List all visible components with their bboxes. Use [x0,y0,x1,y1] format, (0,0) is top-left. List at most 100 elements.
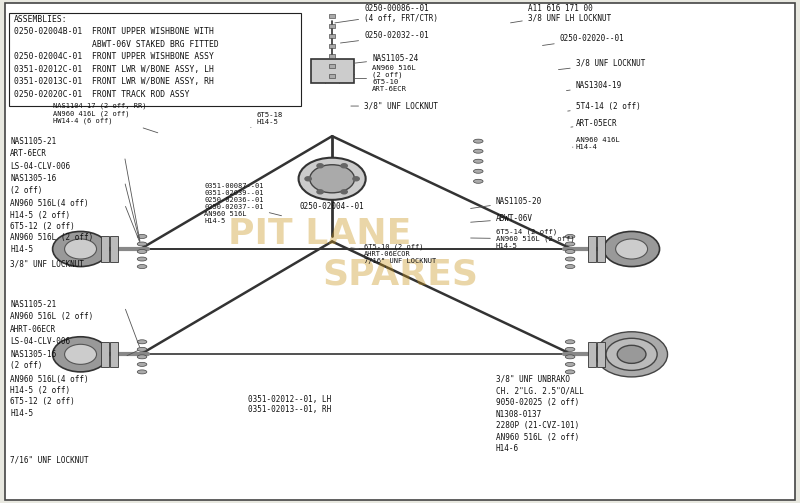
Ellipse shape [474,149,483,153]
Ellipse shape [566,242,575,246]
Text: ABWT-06V STAKED BRG FITTED: ABWT-06V STAKED BRG FITTED [14,40,219,49]
Ellipse shape [138,242,147,246]
Ellipse shape [474,159,483,163]
Circle shape [353,177,359,181]
Text: 0250-02020--01: 0250-02020--01 [542,34,625,45]
Ellipse shape [138,362,147,366]
Text: 3/8" UNF LOCKNUT: 3/8" UNF LOCKNUT [351,102,438,111]
Ellipse shape [566,340,575,344]
Text: PIT LANE: PIT LANE [229,217,412,251]
Bar [329,24,335,28]
Ellipse shape [566,362,575,366]
Bar [10,13,301,106]
Text: ASSEMBLIES:: ASSEMBLIES: [14,15,68,24]
Text: 0351-02012C-01  FRONT LWR W/BONE ASSY, LH: 0351-02012C-01 FRONT LWR W/BONE ASSY, LH [14,65,214,74]
Ellipse shape [566,370,575,374]
Bar [101,236,109,262]
Text: NAS1105-24: NAS1105-24 [355,54,418,63]
Text: 0250-02020C-01  FRONT TRACK ROD ASSY: 0250-02020C-01 FRONT TRACK ROD ASSY [14,90,190,99]
Text: LS-04-CLV-006: LS-04-CLV-006 [10,338,70,346]
Bar [588,342,596,367]
Ellipse shape [474,169,483,173]
Bar [310,59,354,83]
Text: 0250-02032--01: 0250-02032--01 [341,31,429,43]
Text: H14-5: H14-5 [10,245,34,254]
Text: 0351-02012--01, LH
0351-02013--01, RH: 0351-02012--01, LH 0351-02013--01, RH [248,395,331,414]
Text: 0250-00086--01
(4 off, FRT/CTR): 0250-00086--01 (4 off, FRT/CTR) [335,4,438,23]
Text: NAS1105-20: NAS1105-20 [470,197,542,208]
Bar [329,14,335,18]
Ellipse shape [566,347,575,351]
Text: CH. 2"LG. 2.5"O/ALL: CH. 2"LG. 2.5"O/ALL [496,386,584,395]
Text: 0351-02013C-01  FRONT LWR W/BONE ASSY, RH: 0351-02013C-01 FRONT LWR W/BONE ASSY, RH [14,77,214,87]
Bar [329,54,335,58]
Text: AN960 516L(4 off): AN960 516L(4 off) [10,199,89,208]
Ellipse shape [138,370,147,374]
Circle shape [305,177,311,181]
Ellipse shape [138,249,147,254]
Text: 0250-02004C-01  FRONT UPPER WISHBONE ASSY: 0250-02004C-01 FRONT UPPER WISHBONE ASSY [14,52,214,61]
Bar [598,236,606,262]
Bar [101,342,109,367]
Text: AHRT-06ECR: AHRT-06ECR [10,325,57,334]
Circle shape [618,345,646,363]
Bar [329,74,335,78]
Text: 2280P (21-CVZ-101): 2280P (21-CVZ-101) [496,421,579,430]
Ellipse shape [566,257,575,261]
Bar [329,34,335,38]
Text: AN960 516L
(2 off)
6T5-10
ART-6ECR: AN960 516L (2 off) 6T5-10 ART-6ECR [355,65,416,92]
Text: 3/8" UNF UNBRAKO: 3/8" UNF UNBRAKO [496,375,570,384]
Text: LS-04-CLV-006: LS-04-CLV-006 [10,162,70,171]
Text: SPARES: SPARES [322,257,478,291]
Circle shape [65,344,97,364]
Text: 3/8 UNF LOCKNUT: 3/8 UNF LOCKNUT [558,59,645,69]
Circle shape [604,231,659,267]
Text: AN960 516L (2 off): AN960 516L (2 off) [10,312,94,321]
Ellipse shape [138,347,147,351]
Text: 0250-02004--01: 0250-02004--01 [300,202,365,211]
Text: 6T5-12 (2 off): 6T5-12 (2 off) [10,397,75,406]
Text: 3/8" UNF LOCKNUT: 3/8" UNF LOCKNUT [10,259,84,268]
Text: 0351-00087--01
0351-02039--01
0250-02036--01
0250-02037--01
AN960 516L
H14-5: 0351-00087--01 0351-02039--01 0250-02036… [204,184,282,224]
Text: ART-05ECR: ART-05ECR [571,119,618,128]
Ellipse shape [474,179,483,183]
Text: 6T5-18
H14-5: 6T5-18 H14-5 [250,112,282,127]
Ellipse shape [566,249,575,254]
Text: 6T5-12 (2 off): 6T5-12 (2 off) [10,222,75,231]
Bar [588,236,596,262]
Text: ART-6ECR: ART-6ECR [10,149,47,158]
Text: (2 off): (2 off) [10,186,42,195]
Text: NAS1305-16: NAS1305-16 [10,350,57,359]
Ellipse shape [474,139,483,143]
Circle shape [310,165,354,193]
Circle shape [596,332,667,377]
Circle shape [53,337,109,372]
Circle shape [341,190,347,194]
Circle shape [298,158,366,200]
Text: NAS1305-16: NAS1305-16 [10,174,57,183]
Text: NAS1105-21: NAS1105-21 [10,300,57,309]
Text: 6T5-10 (2 off)
AHRT-06ECOR
7/16" UNF LOCKNUT: 6T5-10 (2 off) AHRT-06ECOR 7/16" UNF LOC… [351,244,436,264]
Text: H14-5: H14-5 [10,409,34,418]
Circle shape [317,190,323,194]
Text: H14-5 (2 off): H14-5 (2 off) [10,211,70,220]
Text: 0250-02004B-01  FRONT UPPER WISHBONE WITH: 0250-02004B-01 FRONT UPPER WISHBONE WITH [14,27,214,36]
Ellipse shape [138,257,147,261]
Circle shape [606,339,657,370]
Bar [598,342,606,367]
Text: A11 616 171 00
3/8 UNF LH LOCKNUT: A11 616 171 00 3/8 UNF LH LOCKNUT [510,4,611,23]
Ellipse shape [566,355,575,359]
Circle shape [65,239,97,259]
Ellipse shape [138,234,147,238]
Bar [110,342,118,367]
Text: 5T4-14 (2 off): 5T4-14 (2 off) [568,102,641,111]
Text: AN960 516L (2 off): AN960 516L (2 off) [10,233,94,242]
Text: 7/16" UNF LOCKNUT: 7/16" UNF LOCKNUT [10,455,89,464]
Text: H14-6: H14-6 [496,444,519,453]
Text: 9050-02025 (2 off): 9050-02025 (2 off) [496,398,579,407]
Ellipse shape [566,234,575,238]
Ellipse shape [566,265,575,269]
Circle shape [616,239,647,259]
Circle shape [341,164,347,168]
Text: N1308-0137: N1308-0137 [496,409,542,418]
